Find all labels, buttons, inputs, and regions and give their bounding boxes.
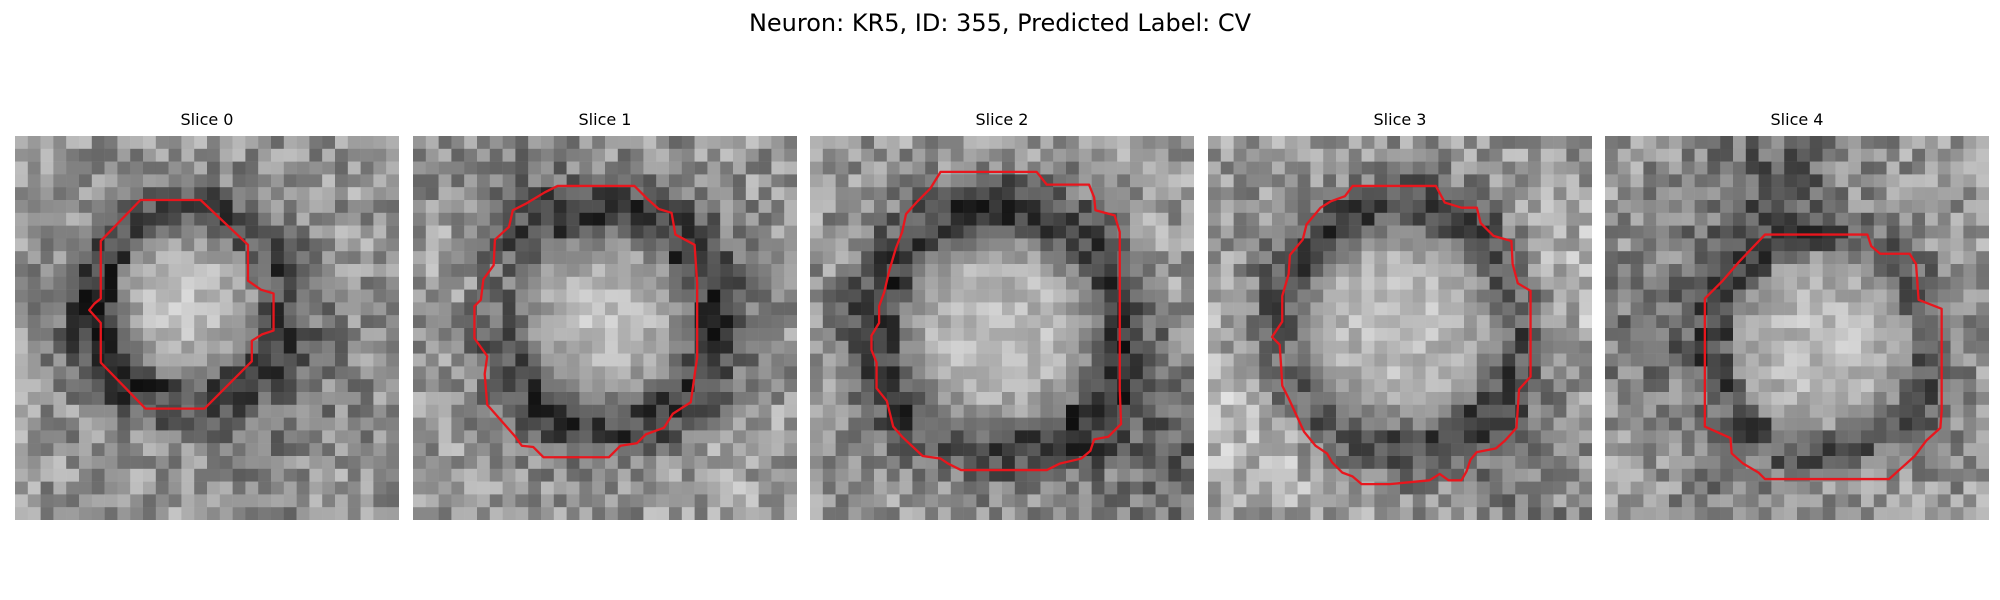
slice-image: [810, 136, 1194, 520]
slice-title: Slice 2: [975, 110, 1029, 129]
slice-image: [1605, 136, 1989, 520]
cell-contour: [88, 198, 275, 410]
slice-title: Slice 4: [1770, 110, 1824, 129]
slice-panel-4: Slice 4: [1605, 108, 1989, 520]
cell-contour: [473, 184, 699, 459]
pixel-grid: [810, 136, 1194, 520]
slice-panel-1: Slice 1: [413, 108, 797, 520]
slice-panel-3: Slice 3: [1208, 108, 1592, 520]
slice-title: Slice 1: [578, 110, 632, 129]
pixel-grid: [413, 136, 797, 520]
slice-image: [15, 136, 399, 520]
slice-title: Slice 0: [180, 110, 234, 129]
slice-panel-0: Slice 0: [15, 108, 399, 520]
slice-image: [1208, 136, 1592, 520]
pixel-grid: [1208, 136, 1592, 520]
slice-image: [413, 136, 797, 520]
pixel-grid: [15, 136, 399, 520]
cell-contour: [1703, 233, 1943, 481]
pixel-grid: [1605, 136, 1989, 520]
figure-title: Neuron: KR5, ID: 355, Predicted Label: C…: [748, 9, 1252, 37]
cell-contour: [1270, 184, 1532, 486]
slice-panel-2: Slice 2: [810, 108, 1194, 520]
slice-title: Slice 3: [1373, 110, 1427, 129]
cell-contour: [870, 170, 1123, 472]
